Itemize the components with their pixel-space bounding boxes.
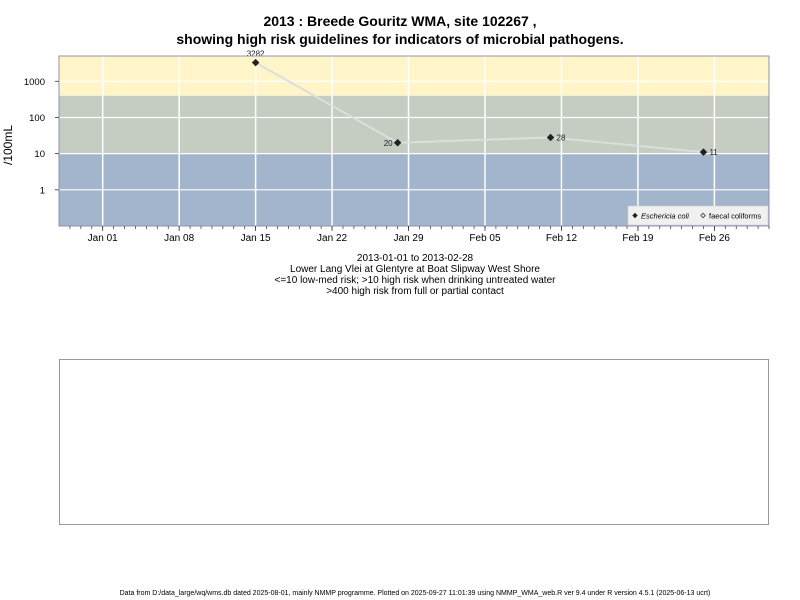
x-tick-label: Jan 22: [317, 233, 347, 244]
legend-marker: [700, 212, 706, 219]
y-tick-label: 1000: [24, 77, 45, 88]
legend: Eschericia coli faecal coliforms: [627, 205, 769, 226]
y-tick-label: 1: [40, 185, 45, 196]
date-range-text: 2013-01-01 to 2013-02-28: [356, 253, 474, 264]
y-tick-label: 100: [29, 113, 45, 124]
risk-band-1: [59, 95, 769, 154]
chart-subtitle: showing high risk guidelines for indicat…: [176, 31, 624, 47]
data-label: 20: [384, 139, 393, 148]
footer-note: Data from D:/data_large/wq/wms.db dated …: [119, 590, 711, 597]
point-labels: 3282 20 28 11: [247, 50, 719, 158]
x-tick-label: Feb 19: [622, 233, 654, 244]
data-point: [699, 148, 708, 156]
legend-box: [627, 205, 769, 226]
guideline-high-text: >400 high risk from full or partial cont…: [326, 286, 504, 297]
x-tick-label: Feb 26: [699, 233, 731, 244]
risk-band-2: [59, 56, 769, 96]
x-axis: Jan 01 Jan 08 Jan 15 Jan 22 Jan 29 Feb 05 Feb …: [69, 226, 770, 244]
plot-frame: [58, 55, 770, 227]
series-points: [251, 58, 708, 156]
chart-title: 2013 : Breede Gouritz WMA, site 102267 ,: [263, 13, 537, 29]
data-point: [393, 138, 402, 147]
legend-marker: [632, 212, 638, 219]
y-axis-label: /100mL: [1, 125, 15, 165]
x-tick-label: Jan 29: [394, 233, 424, 244]
data-label: 3282: [247, 50, 265, 59]
data-point: [251, 58, 260, 67]
series-line-0: [255, 61, 704, 154]
x-tick-label: Jan 01: [88, 233, 118, 244]
x-tick-label: Jan 08: [164, 233, 194, 244]
legend-entry-label: Eschericia coli: [641, 211, 689, 220]
chart-svg: 3282 20 28 11 Jan 01 Jan 08 Jan 15 Jan 22 Jan 2…: [1, 50, 770, 244]
x-tick-label: Jan 15: [241, 233, 271, 244]
y-axis: 1 10 100 1000: [24, 77, 59, 196]
x-tick-label: Feb 05: [469, 233, 501, 244]
y-tick-label: 10: [34, 149, 45, 160]
grid-lines: [59, 56, 769, 226]
site-description-text: Lower Lang Vlei at Glentyre at Boat Slip…: [290, 264, 540, 275]
guideline-low-text: <=10 low-med risk; >10 high risk when dr…: [274, 275, 556, 286]
series-lines: [255, 61, 704, 154]
data-point: [546, 133, 555, 142]
legend-entry-label: faecal coliforms: [709, 211, 761, 220]
data-label: 28: [557, 133, 566, 142]
empty-plot-panel: [59, 359, 769, 525]
data-label: 11: [709, 148, 718, 157]
x-tick-label: Feb 12: [546, 233, 578, 244]
